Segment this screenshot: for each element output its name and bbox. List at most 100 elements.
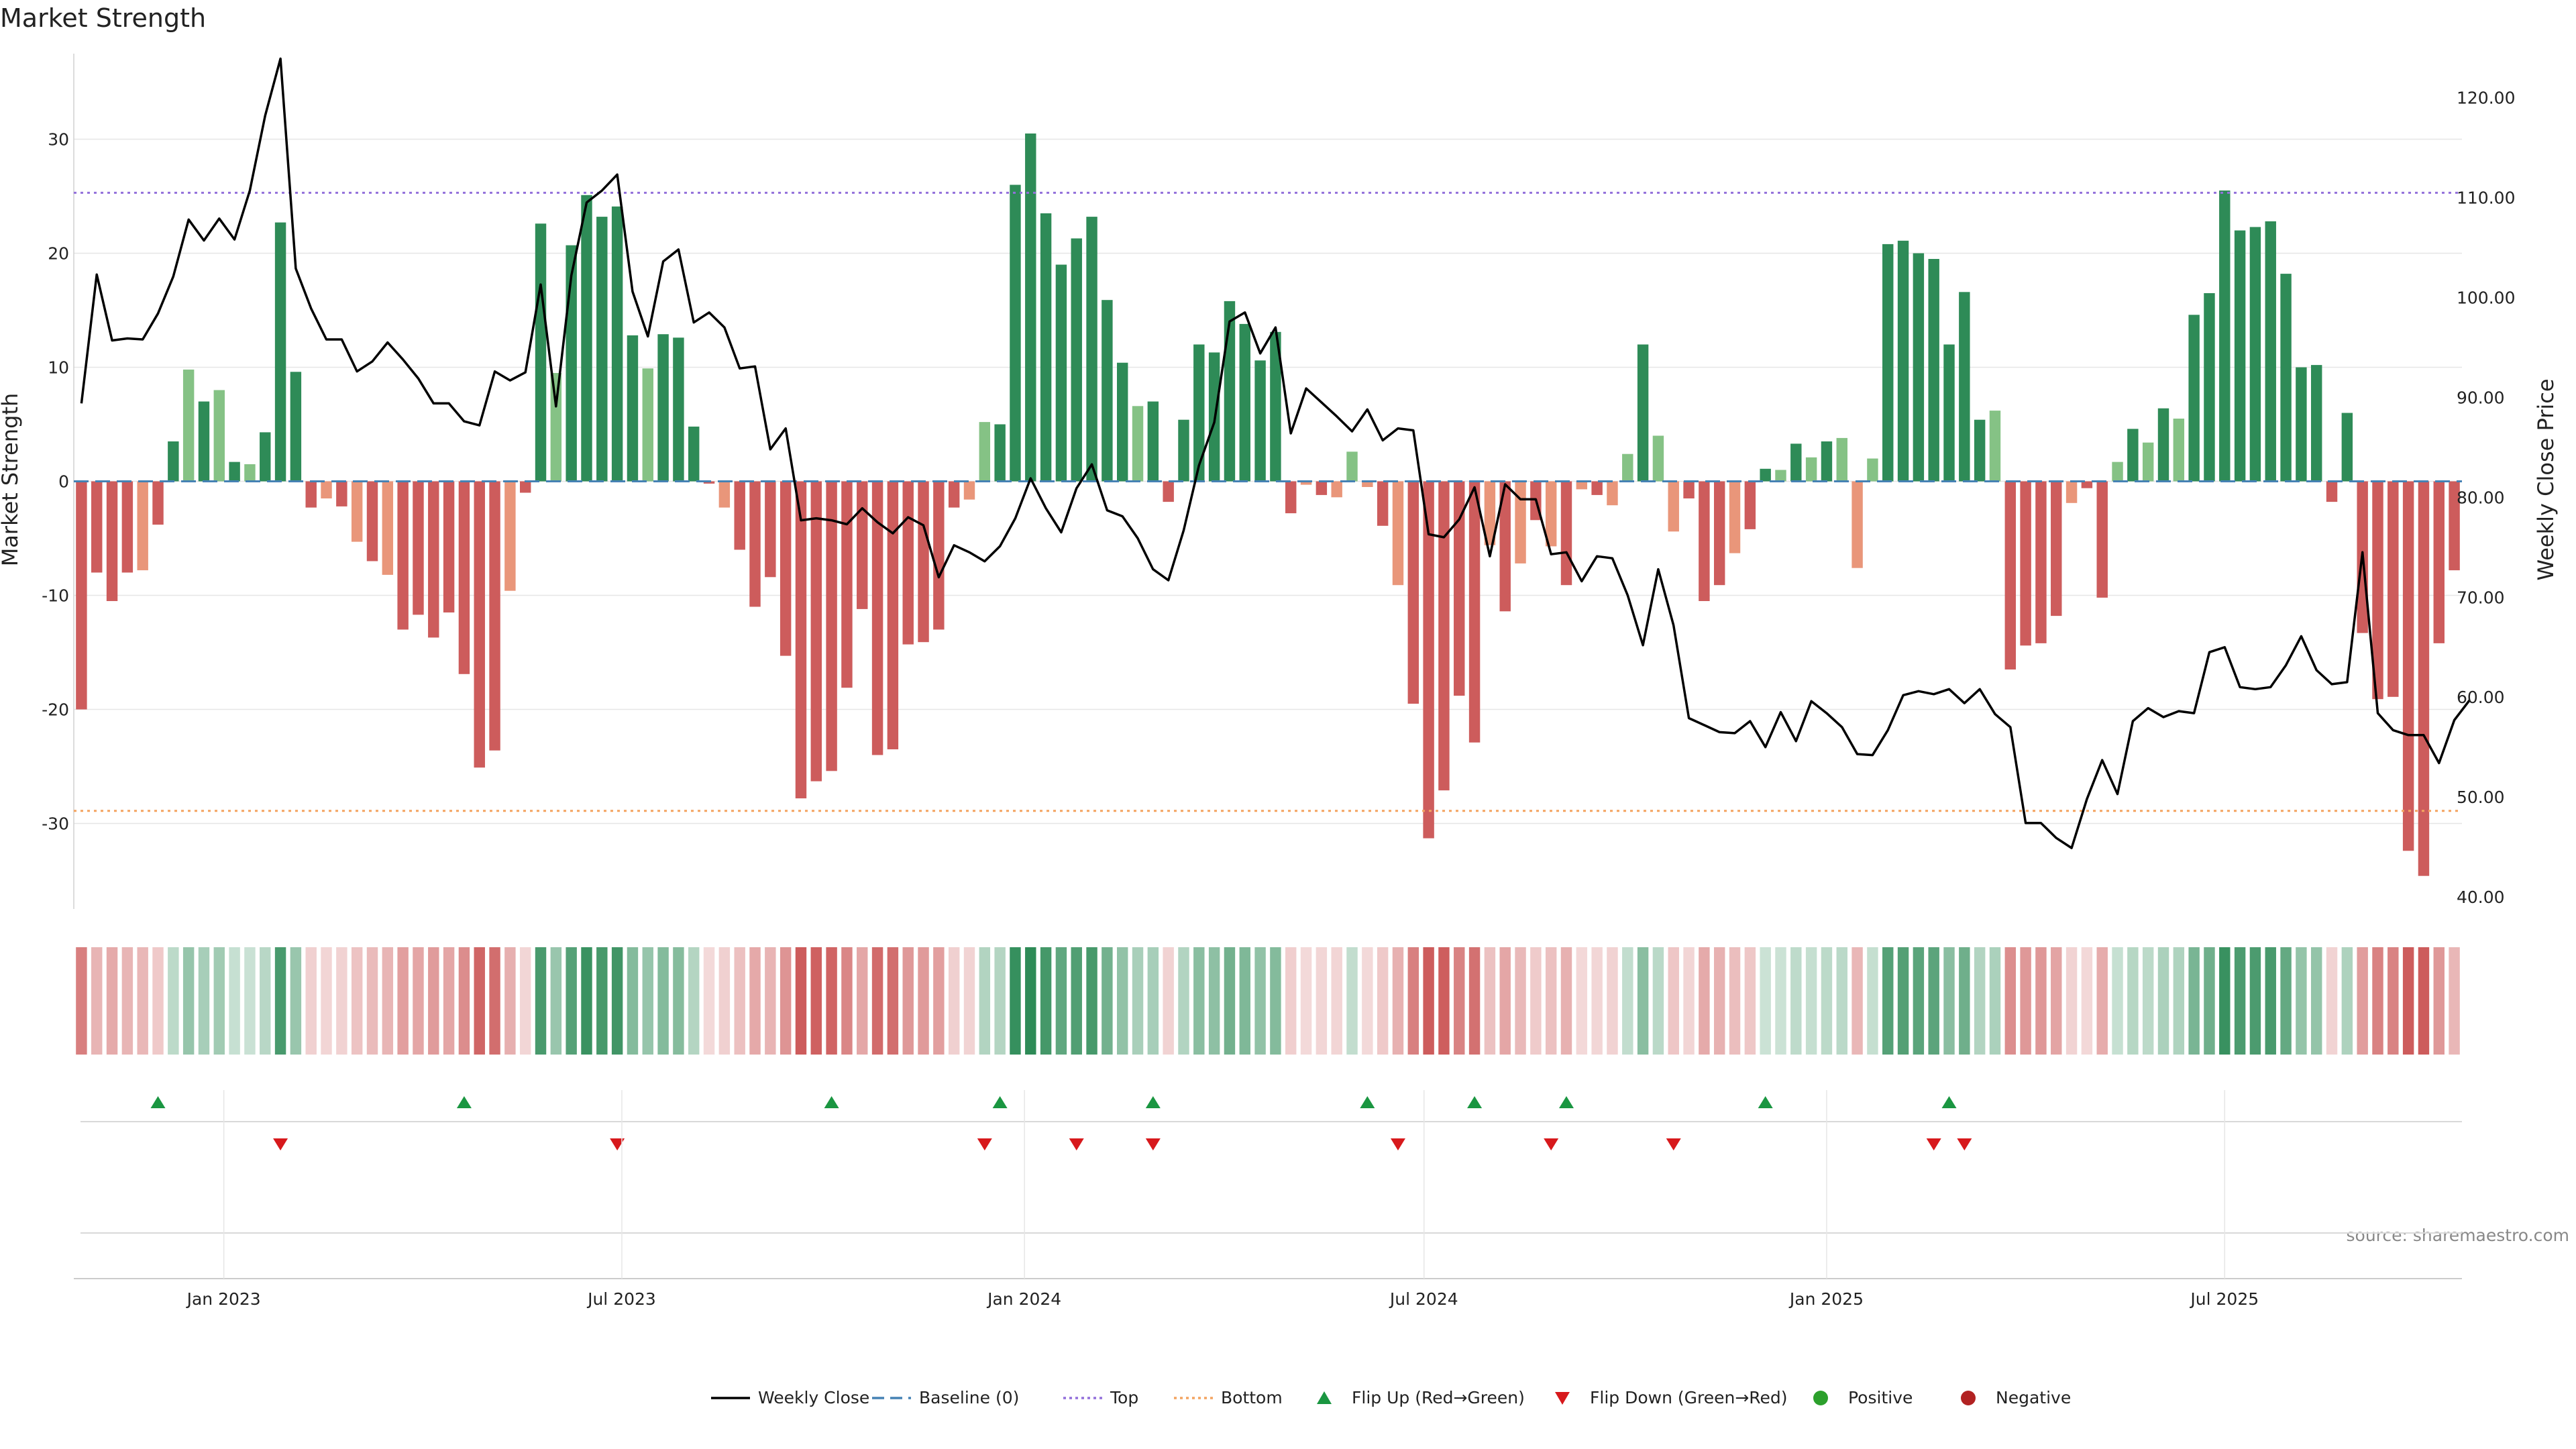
heatstrip-cell bbox=[1178, 947, 1189, 1055]
strength-bar bbox=[520, 482, 531, 493]
strength-bar bbox=[1913, 254, 1924, 482]
strength-bar bbox=[168, 441, 178, 482]
legend-label: Bottom bbox=[1221, 1388, 1283, 1407]
strength-bar bbox=[2127, 429, 2138, 481]
heatstrip-cell bbox=[826, 947, 837, 1055]
flip-down-marker bbox=[977, 1138, 992, 1150]
heatstrip-cell bbox=[122, 947, 133, 1055]
strength-bar bbox=[1851, 482, 1862, 568]
heatstrip-cell bbox=[1913, 947, 1924, 1055]
heatstrip-cell bbox=[275, 947, 286, 1055]
heatstrip-cell bbox=[244, 947, 255, 1055]
heatstrip-cell bbox=[2296, 947, 2306, 1055]
heatstrip-cell bbox=[1990, 947, 2000, 1055]
heatstrip-cell bbox=[1500, 947, 1511, 1055]
heatstrip-cell bbox=[1423, 947, 1434, 1055]
strength-bar bbox=[734, 482, 745, 550]
heatstrip-cell bbox=[520, 947, 531, 1055]
heatstrip-cell bbox=[474, 947, 485, 1055]
heatstrip-cell bbox=[107, 947, 117, 1055]
strength-bar bbox=[1056, 265, 1067, 482]
legend-swatch-flip-down bbox=[1555, 1392, 1570, 1405]
y-right-tick-label: 50.00 bbox=[2457, 788, 2505, 807]
heatstrip-cell bbox=[1745, 947, 1756, 1055]
strength-bar bbox=[1346, 451, 1357, 481]
heatstrip-cell bbox=[1331, 947, 1342, 1055]
strength-bar bbox=[1974, 420, 1985, 482]
strength-bar bbox=[1561, 482, 1572, 586]
heatstrip-cell bbox=[2280, 947, 2291, 1055]
heatstrip-cell bbox=[1086, 947, 1097, 1055]
strength-bar bbox=[1821, 441, 1832, 482]
strength-bar bbox=[260, 432, 270, 481]
strength-bar bbox=[2265, 221, 2276, 482]
strength-bar bbox=[1377, 482, 1388, 526]
strength-bar bbox=[183, 370, 194, 482]
heatstrip-cell bbox=[367, 947, 378, 1055]
strength-bar bbox=[1668, 482, 1679, 532]
chart-title: Market Strength bbox=[0, 3, 206, 33]
strength-bar bbox=[1193, 345, 1204, 482]
heatstrip-cell bbox=[581, 947, 592, 1055]
heatstrip-cell bbox=[1607, 947, 1617, 1055]
heatstrip-cell bbox=[1285, 947, 1296, 1055]
strength-bar bbox=[1653, 436, 1664, 482]
strength-bar bbox=[1928, 259, 1939, 482]
heatstrip-cell bbox=[1193, 947, 1204, 1055]
heatstrip-cell bbox=[76, 947, 87, 1055]
heatstrip-cell bbox=[2372, 947, 2383, 1055]
strength-bar bbox=[244, 464, 255, 482]
strength-bar bbox=[1408, 482, 1419, 704]
heatstrip-cell bbox=[1653, 947, 1664, 1055]
heatstrip-cell bbox=[382, 947, 393, 1055]
heatstrip-cell bbox=[566, 947, 576, 1055]
heatstrip-cell bbox=[1102, 947, 1112, 1055]
strength-bar bbox=[397, 482, 408, 630]
flip-markers bbox=[80, 1096, 2462, 1233]
strength-bar bbox=[826, 482, 837, 771]
heatstrip-cell bbox=[1530, 947, 1541, 1055]
heatstrip-cell bbox=[1254, 947, 1265, 1055]
strength-bar bbox=[888, 482, 898, 750]
heatstrip-cell bbox=[2357, 947, 2367, 1055]
heatstrip-cell bbox=[2434, 947, 2445, 1055]
heatstrip-cell bbox=[1270, 947, 1281, 1055]
heatstrip-cell bbox=[979, 947, 990, 1055]
heatstrip-cell bbox=[1546, 947, 1556, 1055]
heatstrip-cell bbox=[1576, 947, 1587, 1055]
strength-bar bbox=[1438, 482, 1449, 791]
strength-bar bbox=[811, 482, 822, 782]
strength-bar bbox=[2020, 482, 2031, 646]
strength-bar bbox=[2342, 413, 2353, 482]
strength-bar bbox=[627, 335, 638, 482]
strength-bar bbox=[1331, 482, 1342, 498]
strength-bar bbox=[933, 482, 944, 630]
heatstrip-cell bbox=[2020, 947, 2031, 1055]
strength-bar bbox=[504, 482, 515, 591]
heatstrip-cell bbox=[612, 947, 623, 1055]
flip-down-marker bbox=[1391, 1138, 1405, 1150]
legend-swatch-negative bbox=[1961, 1391, 1976, 1405]
heatstrip-cell bbox=[888, 947, 898, 1055]
heatstrip-cell bbox=[2035, 947, 2046, 1055]
heatstrip-cell bbox=[2066, 947, 2077, 1055]
heatstrip-cell bbox=[657, 947, 668, 1055]
strength-bar bbox=[673, 337, 684, 481]
heatstrip-cell bbox=[2403, 947, 2414, 1055]
heatstrip-cell bbox=[1025, 947, 1036, 1055]
strength-bar bbox=[1148, 402, 1159, 482]
flip-up-marker bbox=[1758, 1096, 1773, 1108]
strength-bar bbox=[2219, 191, 2230, 482]
heatstrip-cell bbox=[719, 947, 730, 1055]
heatstrip-cell bbox=[1729, 947, 1740, 1055]
heatstrip-cell bbox=[1454, 947, 1464, 1055]
heatstrip-cell bbox=[2219, 947, 2230, 1055]
x-axis: Jan 2023 Jul 2023 Jan 2024 Jul 2024 Jan 2025… bbox=[74, 1090, 2462, 1309]
strength-bar bbox=[2434, 482, 2445, 643]
strength-bar bbox=[474, 482, 485, 768]
flip-up-marker bbox=[457, 1096, 472, 1108]
strength-bar bbox=[1622, 454, 1633, 482]
strength-bar bbox=[2418, 482, 2429, 876]
heatstrip-cell bbox=[627, 947, 638, 1055]
flip-down-marker bbox=[1069, 1138, 1084, 1150]
